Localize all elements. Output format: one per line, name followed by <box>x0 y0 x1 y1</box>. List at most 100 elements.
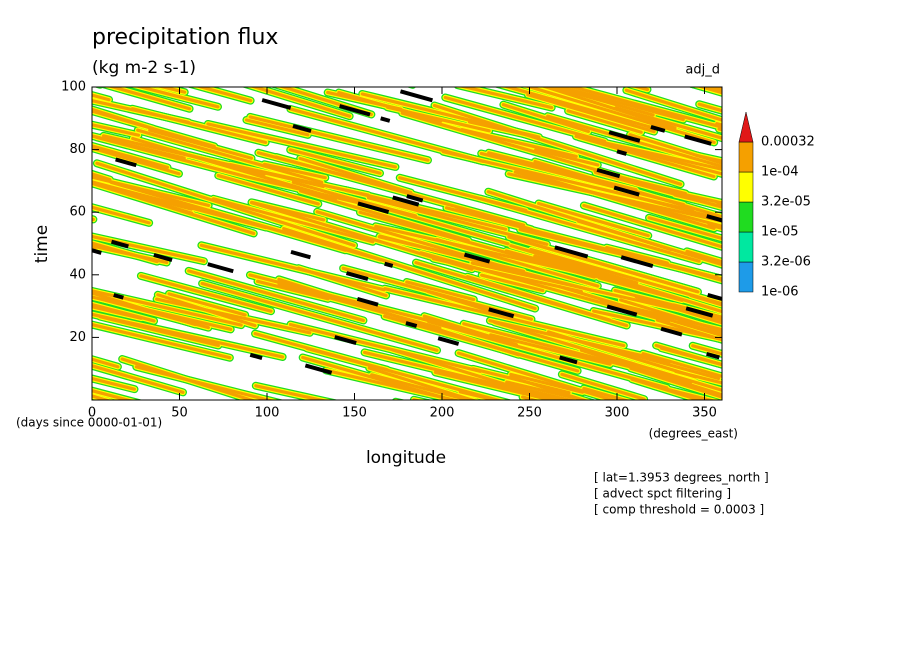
contour-band <box>334 335 357 345</box>
x-tick-label: 0 <box>88 406 96 421</box>
contour-band <box>360 92 541 139</box>
contour-band <box>706 214 722 223</box>
contour-band <box>614 106 722 140</box>
contour-band <box>139 274 273 313</box>
contour-band <box>109 180 347 252</box>
contour-band <box>707 293 722 302</box>
colorbar-label: 1e-04 <box>761 165 799 180</box>
contour-band <box>623 87 652 94</box>
contour-band <box>577 135 716 179</box>
contour-band <box>384 261 394 268</box>
contour-band <box>579 348 722 397</box>
contour-band <box>92 376 137 391</box>
contour-band <box>0 133 74 155</box>
contour-band <box>200 281 439 352</box>
contour-band <box>405 321 418 328</box>
contour-band <box>456 351 618 400</box>
contour-band <box>576 219 722 267</box>
contour-band <box>383 287 626 348</box>
y-tick-label: 40 <box>69 267 86 282</box>
contour-band <box>390 348 563 400</box>
contour-band <box>470 261 722 321</box>
contour-band <box>706 351 720 360</box>
contour-band <box>597 276 684 302</box>
contour-band <box>290 249 311 260</box>
contour-band <box>488 307 515 319</box>
contour-band <box>356 296 379 307</box>
contour-band <box>130 107 268 145</box>
x-units: (degrees_east) <box>649 427 738 441</box>
contour-band <box>98 315 220 348</box>
contour-band <box>92 312 285 359</box>
contour-band <box>128 405 373 476</box>
contour-band <box>410 87 415 88</box>
contour-band <box>507 384 577 400</box>
contour-band <box>262 162 327 180</box>
contour-band <box>120 357 257 400</box>
contour-band <box>460 128 578 159</box>
contour-band <box>441 150 695 213</box>
contour-band <box>207 262 234 274</box>
contour-band <box>250 201 474 271</box>
contour-band <box>444 206 618 254</box>
contour-band <box>128 405 373 476</box>
contour-band <box>526 93 656 134</box>
colorbar-label: 3.2e-05 <box>761 195 811 210</box>
contour-band <box>128 405 373 476</box>
contour-band <box>92 322 232 360</box>
contour-band <box>615 348 721 381</box>
contour-band <box>541 255 722 314</box>
contour-band <box>195 87 253 103</box>
contour-band <box>92 305 143 320</box>
contour-band <box>559 355 578 365</box>
contour-band <box>155 297 312 335</box>
contour-band <box>471 367 571 395</box>
contour-band <box>608 130 641 143</box>
contour-band <box>674 369 722 385</box>
colorbar-band <box>738 171 754 203</box>
y-tick-label: 20 <box>69 330 86 345</box>
contour-band <box>110 239 129 249</box>
contour-band <box>148 128 254 160</box>
contour-band <box>392 195 420 207</box>
contour-band <box>282 227 537 311</box>
contour-band <box>244 118 310 137</box>
contour-band <box>463 252 491 264</box>
contour-band <box>479 197 701 263</box>
colorbar-extend <box>738 111 754 143</box>
contour-band <box>596 167 621 179</box>
y-tick-label: 80 <box>69 142 86 157</box>
contour-band <box>621 146 722 176</box>
contour-band <box>211 197 375 244</box>
contour-band <box>557 285 722 338</box>
contour-band <box>92 295 233 331</box>
contour-band <box>443 95 607 144</box>
contour-band <box>574 134 722 171</box>
contour-band <box>249 87 352 118</box>
contour-band <box>167 292 247 317</box>
contour-band <box>92 289 243 327</box>
contour-band <box>0 361 46 381</box>
contour-band <box>655 318 722 342</box>
x-axis-label: longitude <box>366 448 446 468</box>
contour-band <box>315 210 533 277</box>
x-tick-label: 50 <box>171 406 188 421</box>
contour-band <box>94 135 248 179</box>
contour-band <box>296 266 388 298</box>
contour-band <box>546 114 722 169</box>
contour-band <box>291 180 510 246</box>
contour-band <box>253 332 389 372</box>
x-tick-label: 300 <box>605 406 630 421</box>
contour-band <box>515 168 716 230</box>
contour-band <box>248 273 480 335</box>
contour-band <box>630 377 705 400</box>
contour-band <box>480 273 545 293</box>
contour-band <box>406 87 416 89</box>
contour-band <box>554 245 589 259</box>
contour-band <box>504 249 616 283</box>
contour-band <box>0 133 74 155</box>
contour-band <box>458 87 554 110</box>
contour-band <box>406 194 424 203</box>
contour-band <box>0 256 14 272</box>
contour-band <box>358 210 596 279</box>
